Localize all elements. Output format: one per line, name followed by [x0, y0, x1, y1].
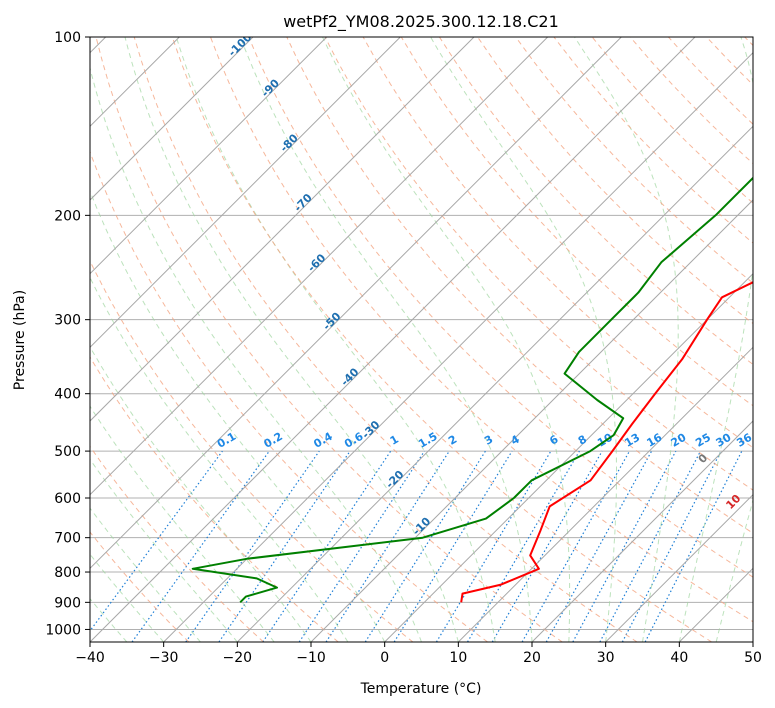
x-tick-label: 10 [449, 650, 467, 666]
moist-adiabat-line [90, 345, 312, 642]
x-tick-label: −20 [223, 650, 253, 666]
x-tick-label: 20 [523, 650, 541, 666]
moist-adiabat-line [90, 405, 275, 642]
y-tick-label: 500 [54, 444, 81, 460]
moist-adiabat-line [124, 37, 459, 642]
y-axis-ticks: 100 200 300 400 500 600 700 800 900 1000 [45, 30, 90, 638]
moist-adiabat-line [90, 458, 238, 642]
mixing-ratio-line [435, 450, 552, 642]
x-tick-label: −30 [149, 650, 179, 666]
y-tick-label: 1000 [45, 622, 81, 638]
mixing-ratio-line [521, 450, 631, 642]
isotherm-line [457, 346, 753, 642]
isotherm-line [90, 37, 254, 201]
moist-adiabat-line [90, 507, 201, 642]
dry-adiabat-line [90, 356, 339, 642]
dry-adiabat-line [90, 445, 264, 642]
isotherm-line [163, 51, 753, 642]
y-tick-label: 800 [54, 565, 81, 581]
sounding-series-line [460, 281, 753, 603]
moist-adiabat-line [90, 276, 349, 642]
mixing-ratio-line [185, 450, 320, 642]
dry-adiabat-line [438, 37, 753, 366]
skewed-isotherms [90, 37, 753, 642]
y-tick-label: 600 [54, 491, 81, 507]
moist-adiabat-line [175, 37, 496, 642]
isotherm-line [90, 37, 475, 422]
moist-adiabat-line [574, 37, 679, 642]
dry-adiabat-line [400, 37, 753, 407]
isotherm-line [90, 37, 622, 570]
y-tick-label: 400 [54, 387, 81, 403]
dry-adiabat-line [95, 37, 563, 642]
dry-adiabat-line [515, 37, 753, 284]
x-tick-label: 40 [670, 650, 688, 666]
mixing-ratio-line [218, 450, 351, 642]
y-tick-label: 200 [54, 208, 81, 224]
isotherm-line [90, 37, 401, 349]
mixing-ratio-line [466, 450, 580, 642]
isotherm-line [90, 37, 549, 496]
plot-frame [89, 36, 754, 643]
x-tick-label: −10 [296, 650, 326, 666]
moist-adiabat-line [90, 597, 128, 642]
sounding-series-line [191, 176, 753, 604]
mixing-ratio-label: 36 [734, 431, 754, 450]
y-axis-label: Pressure (hPa) [12, 290, 28, 390]
dry-adiabat-line [133, 37, 638, 642]
y-tick-label: 700 [54, 531, 81, 547]
x-axis-ticks: −40 −30 −20 −10 0 10 20 30 40 50 [75, 642, 762, 666]
y-tick-label: 100 [54, 30, 81, 46]
mixing-ratio-line [393, 450, 513, 642]
isotherm-line [90, 37, 328, 275]
dry-adiabat-line [171, 37, 712, 642]
moist-adiabat-line [430, 37, 617, 642]
x-tick-label: −40 [75, 650, 105, 666]
y-tick-label: 300 [54, 313, 81, 329]
chart-title: wetPf2_YM08.2025.300.12.18.C21 [283, 12, 559, 32]
mixing-ratio-line [364, 450, 486, 642]
isotherm-line [90, 37, 696, 642]
x-tick-label: 30 [597, 650, 615, 666]
x-axis-label: Temperature (°C) [360, 681, 482, 697]
isotherm-line [310, 199, 753, 642]
y-tick-label: 900 [54, 595, 81, 611]
isotherm-line [384, 272, 753, 642]
moist-adiabat-line [322, 37, 571, 642]
isotherm-line [531, 420, 753, 642]
isotherm-line [605, 493, 753, 642]
moist-adiabat-line [90, 553, 165, 642]
dry-adiabat-line [90, 150, 488, 642]
dry-adiabat-line [210, 37, 753, 623]
moist-adiabat-line [239, 37, 533, 642]
x-tick-label: 0 [380, 650, 389, 666]
dry-adiabat-line [248, 37, 753, 578]
sounding-profiles [191, 176, 753, 604]
mixing-ratio-line [491, 450, 603, 642]
dry-adiabat-line [90, 531, 190, 642]
moist-adiabats [90, 37, 753, 642]
moist-adiabat-line [90, 65, 422, 642]
isotherm-line [236, 125, 753, 642]
x-tick-label: 50 [744, 650, 762, 666]
